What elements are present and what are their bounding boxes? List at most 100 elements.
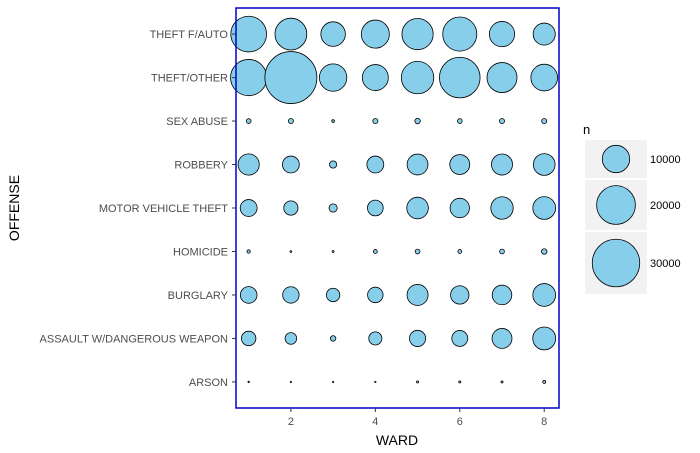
bubble-point xyxy=(458,380,462,384)
bubble-point xyxy=(400,60,435,95)
bubble-point xyxy=(282,286,300,304)
size-legend: n 10000 20000 30000 xyxy=(583,122,681,294)
bubble-point xyxy=(401,18,434,51)
legend-key-bubble xyxy=(591,238,641,288)
x-tick-label: 6 xyxy=(457,416,463,428)
bubble-point xyxy=(406,284,429,306)
bubble-point xyxy=(442,16,478,52)
bubble-point xyxy=(449,197,470,219)
bubble-point xyxy=(499,248,505,255)
bubble-point xyxy=(237,153,260,176)
bubble-point xyxy=(542,380,547,384)
bubble-point xyxy=(372,249,378,254)
bubble-point xyxy=(328,203,338,213)
bubble-point xyxy=(488,21,516,48)
y-tick-label: BURGLARY xyxy=(168,290,229,302)
legend-title: n xyxy=(583,122,590,137)
x-tick-label: 2 xyxy=(288,416,294,428)
bubble-point xyxy=(532,196,557,220)
y-tick-label: ASSAULT W/DANGEROUS WEAPON xyxy=(40,333,229,345)
bubble-point xyxy=(332,380,335,384)
bubble-point xyxy=(541,248,548,255)
bubble-point xyxy=(360,19,390,49)
bubble-point xyxy=(490,196,514,220)
bubble-point xyxy=(532,153,556,176)
legend-key-label: 30000 xyxy=(650,258,681,270)
bubble-point xyxy=(331,119,335,123)
y-axis: ARSON ASSAULT W/DANGEROUS WEAPON BURGLARY H… xyxy=(40,29,236,389)
bubble-point xyxy=(500,380,504,384)
bubble-point xyxy=(284,332,298,345)
y-tick-label: THEFT F/AUTO xyxy=(150,29,229,41)
bubble-point xyxy=(491,284,513,306)
bubble-point xyxy=(329,335,337,342)
bubble-point xyxy=(367,199,384,217)
x-tick-label: 4 xyxy=(372,416,378,428)
bubble-point xyxy=(325,287,341,303)
bubble-point xyxy=(289,250,293,253)
bubble-point xyxy=(457,249,463,254)
bubble-point xyxy=(245,118,252,124)
bubble-point xyxy=(282,155,300,174)
bubble-point xyxy=(451,330,469,347)
bubble-point xyxy=(289,380,292,384)
bubble-point xyxy=(416,380,420,384)
y-tick-label: ROBBERY xyxy=(174,160,228,172)
bubble-point xyxy=(247,380,250,384)
x-axis-title: WARD xyxy=(376,432,418,448)
bubble-point xyxy=(372,118,379,125)
bubble-point xyxy=(491,328,513,349)
y-tick-label: SEX ABUSE xyxy=(166,116,228,128)
legend-key-bubble xyxy=(596,185,636,225)
x-axis: 2 4 6 8 xyxy=(288,408,547,428)
bubble-point xyxy=(361,64,389,91)
bubble-point xyxy=(532,22,556,46)
y-tick-label: HOMICIDE xyxy=(173,246,228,258)
bubble-point xyxy=(283,200,299,216)
bubble-point xyxy=(406,153,429,176)
bubble-point xyxy=(406,196,429,220)
y-tick-label: ARSON xyxy=(189,377,228,389)
bubble-point xyxy=(409,329,427,347)
y-tick-label: THEFT/OTHER xyxy=(151,73,228,85)
bubble-point xyxy=(246,249,251,254)
bubble-point xyxy=(329,160,338,169)
bubbles-layer xyxy=(230,15,558,384)
bubble-point xyxy=(450,285,470,305)
bubble-point xyxy=(374,380,377,384)
legend-key-label: 20000 xyxy=(650,200,681,212)
bubble-point xyxy=(414,248,421,255)
bubble-point xyxy=(320,21,346,47)
bubble-point xyxy=(239,199,258,217)
bubble-point xyxy=(241,330,257,347)
bubble-point xyxy=(491,153,513,176)
bubble-point xyxy=(368,331,383,346)
bubble-point xyxy=(366,155,385,174)
bubble-point xyxy=(274,17,308,51)
bubble-point xyxy=(319,63,348,92)
bubble-point xyxy=(367,286,384,304)
bubble-point xyxy=(331,250,335,253)
bubble-point xyxy=(532,326,557,351)
legend-key-bubble xyxy=(601,144,631,174)
bubble-point xyxy=(264,51,318,104)
bubble-point xyxy=(287,118,294,125)
bubble-point xyxy=(530,63,558,92)
bubble-point xyxy=(541,118,548,125)
legend-key-label: 10000 xyxy=(650,154,681,166)
bubble-point xyxy=(457,118,463,124)
bubble-point xyxy=(449,154,471,175)
bubble-point xyxy=(414,117,421,125)
bubble-point xyxy=(532,283,557,307)
bubble-point xyxy=(239,286,258,304)
y-axis-title: OFFENSE xyxy=(6,175,22,241)
x-tick-label: 8 xyxy=(541,416,547,428)
bubble-point xyxy=(230,15,267,53)
y-tick-label: MOTOR VEHICLE THEFT xyxy=(99,203,228,215)
bubble-point xyxy=(499,118,505,125)
bubble-point xyxy=(486,62,518,93)
bubble-point xyxy=(439,56,481,99)
legend-keys: 10000 20000 30000 xyxy=(585,140,681,294)
